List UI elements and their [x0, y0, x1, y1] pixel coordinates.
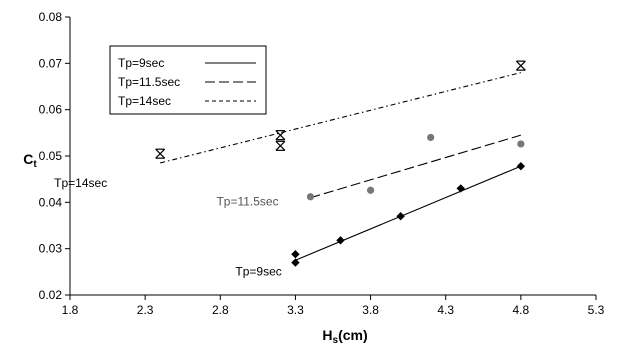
trend-line [295, 165, 522, 261]
data-point-diamond [516, 161, 526, 171]
plot-axes: 1.8 2.3 2.8 3.3 3.8 4.3 4.8 5.3 0.02 0.03 0.04 0.05… [39, 10, 605, 317]
data-point-asterisk [275, 130, 286, 141]
data-point-circle [366, 186, 375, 194]
legend: Tp=9sec Tp=11.5sec Tp=14sec [109, 45, 267, 115]
x-tick-label: 2.8 [212, 303, 229, 317]
y-tick-label: 0.06 [39, 103, 63, 117]
series-annotation: Tp=11.5sec [216, 195, 278, 209]
data-point-asterisk [275, 140, 286, 151]
y-tick-label: 0.05 [39, 149, 63, 163]
data-point-diamond [336, 236, 345, 245]
x-tick-label: 4.3 [437, 303, 454, 317]
legend-label: Tp=11.5sec [118, 75, 180, 89]
data-point-asterisk [515, 60, 526, 71]
x-tick-label: 4.8 [513, 303, 530, 317]
y-tick-label: 0.03 [39, 242, 63, 256]
x-tick-label: 3.8 [362, 303, 379, 317]
x-tick-label: 3.3 [287, 303, 304, 317]
y-axis-label: Ct [23, 151, 37, 170]
data-point-diamond [291, 258, 300, 267]
y-tick-label: 0.02 [39, 288, 63, 302]
data-point-diamond [291, 250, 300, 259]
y-tick-label: 0.07 [39, 56, 63, 70]
x-tick-label: 1.8 [62, 303, 79, 317]
data-point-asterisk [155, 148, 166, 159]
data-point-diamond [396, 212, 405, 221]
data-point-circle [427, 133, 435, 142]
trend-line [310, 134, 522, 199]
y-tick-label: 0.08 [39, 10, 63, 24]
series-annotation: Tp=9sec [235, 264, 281, 278]
legend-box [109, 45, 267, 115]
x-axis-label: Hs(cm) [322, 327, 367, 346]
data-point-circle [306, 193, 315, 201]
y-tick-label: 0.04 [39, 195, 63, 209]
series-annotation: Tp=14sec [54, 176, 107, 190]
x-tick-label: 5.3 [588, 303, 605, 317]
legend-label: Tp=9sec [118, 56, 164, 70]
x-tick-label: 2.3 [137, 303, 154, 317]
data-points [155, 60, 526, 267]
data-point-diamond [456, 184, 465, 193]
data-point-circle [517, 140, 525, 148]
series-annotations: Tp=9sec Tp=11.5sec Tp=14sec [54, 176, 282, 278]
trend-lines [160, 72, 522, 261]
legend-label: Tp=14sec [118, 94, 171, 108]
